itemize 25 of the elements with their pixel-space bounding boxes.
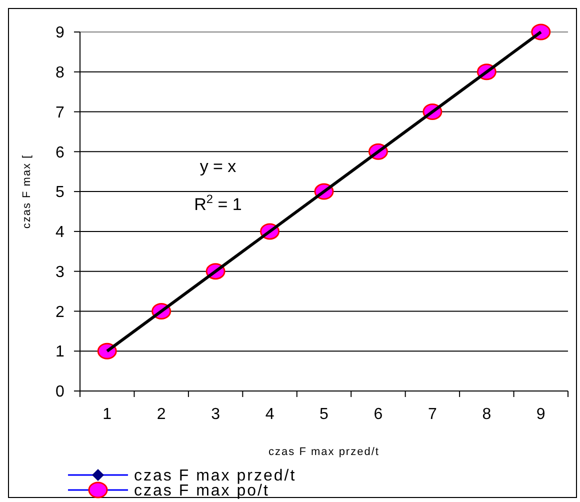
y-tick-label: 2 bbox=[56, 304, 65, 321]
legend-label: czas F max po/t bbox=[134, 482, 270, 500]
annotation: y = x bbox=[200, 157, 237, 176]
y-tick-label: 4 bbox=[56, 224, 65, 242]
x-tick-label: 7 bbox=[428, 406, 437, 423]
y-tick-label: 0 bbox=[56, 384, 65, 401]
y-tick-label: 6 bbox=[56, 144, 65, 162]
x-tick-label: 9 bbox=[536, 406, 546, 423]
y-tick-label: 7 bbox=[56, 104, 65, 122]
x-tick-label: 4 bbox=[265, 406, 274, 423]
y-tick-label: 8 bbox=[56, 64, 65, 82]
y-tick-label: 9 bbox=[56, 24, 65, 42]
x-tick-label: 6 bbox=[374, 406, 383, 423]
legend-label: czas F max przed/t bbox=[134, 468, 296, 485]
x-tick-label: 1 bbox=[102, 406, 112, 423]
x-tick-label: 5 bbox=[320, 406, 329, 423]
y-tick-label: 3 bbox=[56, 264, 65, 281]
annotation: R$^{2}$ = 1 bbox=[194, 192, 242, 214]
x-tick-label: 8 bbox=[482, 406, 492, 423]
y-tick-label: 5 bbox=[56, 184, 65, 202]
x-tick-label: 3 bbox=[211, 406, 220, 423]
x-axis-title: czas F max przed/t bbox=[268, 446, 380, 458]
x-tick-label: 2 bbox=[156, 406, 166, 423]
y-tick-label: 1 bbox=[56, 344, 65, 361]
y-axis-title: czas F max [ bbox=[21, 154, 33, 229]
